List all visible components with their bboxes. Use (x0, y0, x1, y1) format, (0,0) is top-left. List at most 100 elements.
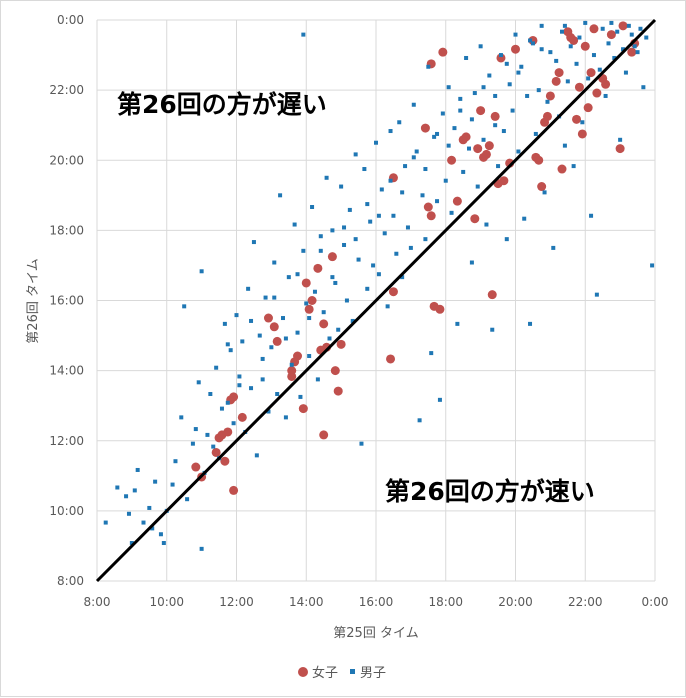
female-point (301, 278, 311, 288)
female-point (569, 35, 579, 45)
female-point (481, 149, 491, 159)
female-point (618, 21, 628, 31)
male-point (475, 184, 480, 189)
female-point (470, 214, 480, 224)
x-tick-label: 20:00 (498, 595, 533, 609)
female-point (386, 354, 396, 364)
male-point (565, 79, 570, 84)
male-point (458, 108, 463, 113)
female-point (476, 106, 486, 116)
female-point (592, 88, 602, 98)
female-point (191, 462, 201, 472)
female-point (461, 132, 471, 142)
female-point (211, 447, 221, 457)
male-point (577, 35, 582, 40)
male-point (403, 164, 408, 169)
female-point (237, 412, 247, 422)
male-point (568, 44, 573, 49)
male-point (324, 175, 329, 180)
male-point (591, 53, 596, 58)
male-point (516, 149, 521, 154)
male-point (594, 292, 599, 297)
male-point (539, 47, 544, 52)
female-point (586, 68, 596, 78)
female-point (580, 41, 590, 51)
male-point (225, 342, 230, 347)
legend-label-female: 女子 (312, 665, 338, 681)
male-point (498, 53, 503, 58)
y-tick-label: 8:00 (57, 574, 84, 588)
male-point (615, 29, 620, 34)
male-point (484, 222, 489, 227)
y-tick-label: 16:00 (49, 294, 84, 308)
male-point (362, 167, 367, 172)
female-point (388, 287, 398, 297)
legend: 女子 男子 (298, 665, 386, 681)
male-point (571, 164, 576, 169)
male-point (411, 155, 416, 160)
male-point (199, 546, 204, 551)
male-point (347, 207, 352, 212)
legend-marker-female (298, 667, 308, 677)
annotation-faster: 第26回の方が速い (385, 477, 595, 506)
female-point (496, 53, 506, 63)
male-point (359, 441, 364, 446)
x-tick-label: 18:00 (428, 595, 463, 609)
male-point (214, 365, 219, 370)
male-point (190, 441, 195, 446)
male-point (574, 61, 579, 66)
male-point (472, 91, 477, 96)
male-point (129, 541, 134, 546)
female-point (298, 404, 308, 414)
male-point (411, 102, 416, 107)
female-point (583, 103, 593, 113)
male-point (318, 248, 323, 253)
y-tick-label: 22:00 (49, 83, 84, 97)
male-point (551, 245, 556, 250)
female-point (484, 141, 494, 151)
male-point (530, 41, 535, 46)
male-point (333, 280, 338, 285)
male-point (379, 187, 384, 192)
female-point (601, 79, 611, 89)
male-point (275, 392, 280, 396)
male-point (455, 321, 460, 326)
male-point (158, 532, 163, 537)
male-point (542, 190, 547, 195)
male-point (632, 44, 637, 49)
male-point (283, 415, 288, 420)
male-point (478, 44, 483, 49)
male-point (504, 61, 509, 66)
male-point (612, 55, 617, 60)
male-point (310, 205, 315, 209)
male-point (469, 117, 474, 122)
y-tick-label: 10:00 (49, 504, 84, 518)
male-point (440, 111, 445, 116)
male-point (458, 96, 463, 101)
male-point (452, 126, 457, 131)
female-point (438, 47, 448, 57)
male-point (621, 47, 626, 52)
legend-label-male: 男子 (360, 666, 386, 681)
female-point (615, 144, 625, 154)
male-point (295, 330, 300, 335)
male-point (356, 257, 361, 262)
male-point (519, 64, 524, 69)
male-point (580, 120, 585, 125)
male-point (307, 316, 312, 321)
male-point (507, 82, 512, 87)
male-point (231, 421, 236, 426)
female-point (589, 24, 599, 34)
male-point (391, 213, 396, 218)
male-point (536, 88, 541, 93)
male-point (315, 377, 320, 382)
male-point (170, 482, 175, 487)
male-point (237, 374, 242, 379)
female-point (293, 351, 303, 361)
annotation-slower: 第26回の方が遅い (117, 90, 327, 119)
male-point (467, 146, 471, 151)
male-point (161, 541, 166, 546)
male-point (554, 58, 559, 63)
female-point (574, 82, 584, 92)
